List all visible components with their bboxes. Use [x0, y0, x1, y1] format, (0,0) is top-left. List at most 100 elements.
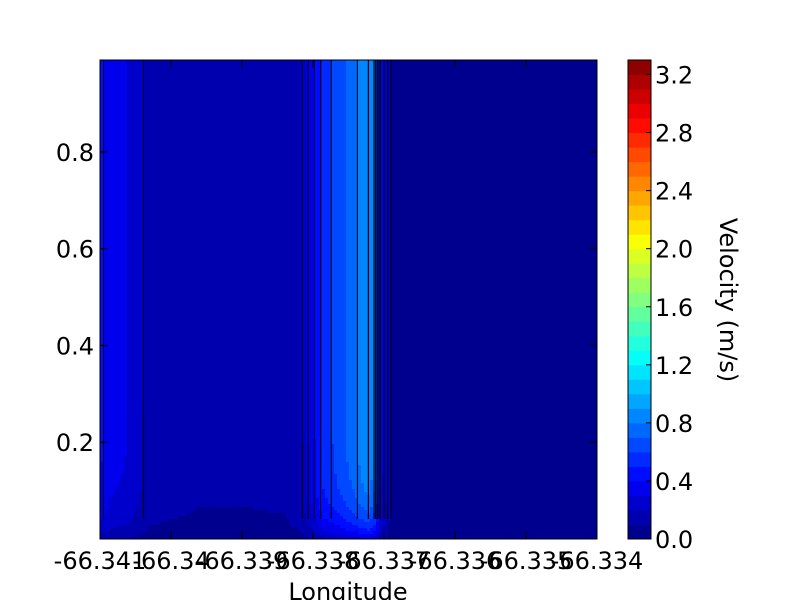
contour-cell: [124, 438, 127, 441]
contour-cell: [187, 237, 190, 240]
contour-cell: [178, 354, 181, 357]
contour-cell: [115, 528, 118, 531]
contour-cell: [163, 522, 166, 525]
contour-cell: [148, 114, 151, 117]
contour-cell: [133, 507, 136, 510]
contour-cell: [166, 462, 169, 465]
contour-cell: [178, 81, 181, 84]
contour-cell: [187, 384, 190, 387]
contour-cell: [181, 321, 184, 324]
contour-cell: [151, 471, 154, 474]
contour-cell: [169, 477, 172, 480]
contour-cell: [169, 165, 172, 168]
contour-cell: [190, 381, 193, 384]
contour-cell: [139, 177, 142, 180]
contour-cell: [154, 498, 157, 501]
contour-cell: [115, 93, 118, 96]
contour-cell: [124, 351, 127, 354]
contour-cell: [109, 327, 112, 330]
contour-cell: [187, 345, 190, 348]
contour-cell: [175, 264, 178, 267]
contour-cell: [106, 138, 109, 141]
contour-cell: [187, 180, 190, 183]
contour-cell: [184, 405, 187, 408]
contour-cell: [160, 213, 163, 216]
contour-cell: [100, 468, 103, 471]
contour-cell: [151, 402, 154, 405]
contour-cell: [121, 489, 124, 492]
contour-cell: [178, 486, 181, 489]
contour-cell: [184, 270, 187, 273]
contour-cell: [112, 435, 115, 438]
contour-cell: [109, 282, 112, 285]
contour-cell: [133, 78, 136, 81]
contour-cell: [154, 306, 157, 309]
contour-cell: [130, 102, 133, 105]
contour-cell: [148, 210, 151, 213]
contour-cell: [115, 291, 118, 294]
contour-cell: [124, 507, 127, 510]
contour-cell: [166, 402, 169, 405]
contour-cell: [130, 108, 133, 111]
contour-cell: [103, 528, 106, 531]
contour-cell: [115, 477, 118, 480]
contour-cell: [154, 507, 157, 510]
contour-cell: [181, 330, 184, 333]
contour-cell: [139, 354, 142, 357]
contour-cell: [133, 165, 136, 168]
contour-cell: [175, 258, 178, 261]
contour-cell: [100, 252, 103, 255]
contour-cell: [133, 237, 136, 240]
contour-cell: [148, 387, 151, 390]
contour-cell: [121, 273, 124, 276]
contour-cell: [121, 330, 124, 333]
contour-cell: [178, 441, 181, 444]
contour-cell: [178, 90, 181, 93]
contour-cell: [175, 60, 178, 63]
contour-cell: [148, 198, 151, 201]
contour-cell: [160, 360, 163, 363]
contour-cell: [127, 219, 130, 222]
contour-cell: [178, 204, 181, 207]
contour-cell: [160, 444, 163, 447]
contour-cell: [163, 201, 166, 204]
contour-cell: [181, 468, 184, 471]
contour-cell: [127, 381, 130, 384]
contour-cell: [175, 348, 178, 351]
contour-cell: [169, 171, 172, 174]
contour-cell: [118, 333, 121, 336]
contour-cell: [130, 309, 133, 312]
contour-cell: [172, 453, 175, 456]
contour-cell: [121, 477, 124, 480]
contour-cell: [145, 363, 148, 366]
contour-cell: [184, 249, 187, 252]
contour-cell: [184, 396, 187, 399]
contour-cell: [178, 117, 181, 120]
contour-cell: [184, 159, 187, 162]
contour-cell: [121, 279, 124, 282]
contour-cell: [139, 72, 142, 75]
contour-cell: [181, 522, 184, 525]
contour-cell: [127, 441, 130, 444]
contour-cell: [175, 243, 178, 246]
contour-cell: [181, 222, 184, 225]
contour-cell: [187, 234, 190, 237]
contour-cell: [148, 246, 151, 249]
contour-cell: [154, 213, 157, 216]
contour-cell: [184, 213, 187, 216]
contour-cell: [127, 270, 130, 273]
contour-cell: [160, 495, 163, 498]
contour-cell: [100, 165, 103, 168]
contour-cell: [193, 165, 196, 168]
contour-cell: [181, 528, 184, 531]
contour-cell: [166, 339, 169, 342]
contour-cell: [136, 174, 139, 177]
contour-cell: [181, 198, 184, 201]
contour-cell: [187, 486, 190, 489]
contour-cell: [166, 240, 169, 243]
contour-cell: [139, 501, 142, 504]
contour-cell: [133, 408, 136, 411]
contour-cell: [100, 240, 103, 243]
contour-cell: [151, 390, 154, 393]
contour-cell: [115, 162, 118, 165]
